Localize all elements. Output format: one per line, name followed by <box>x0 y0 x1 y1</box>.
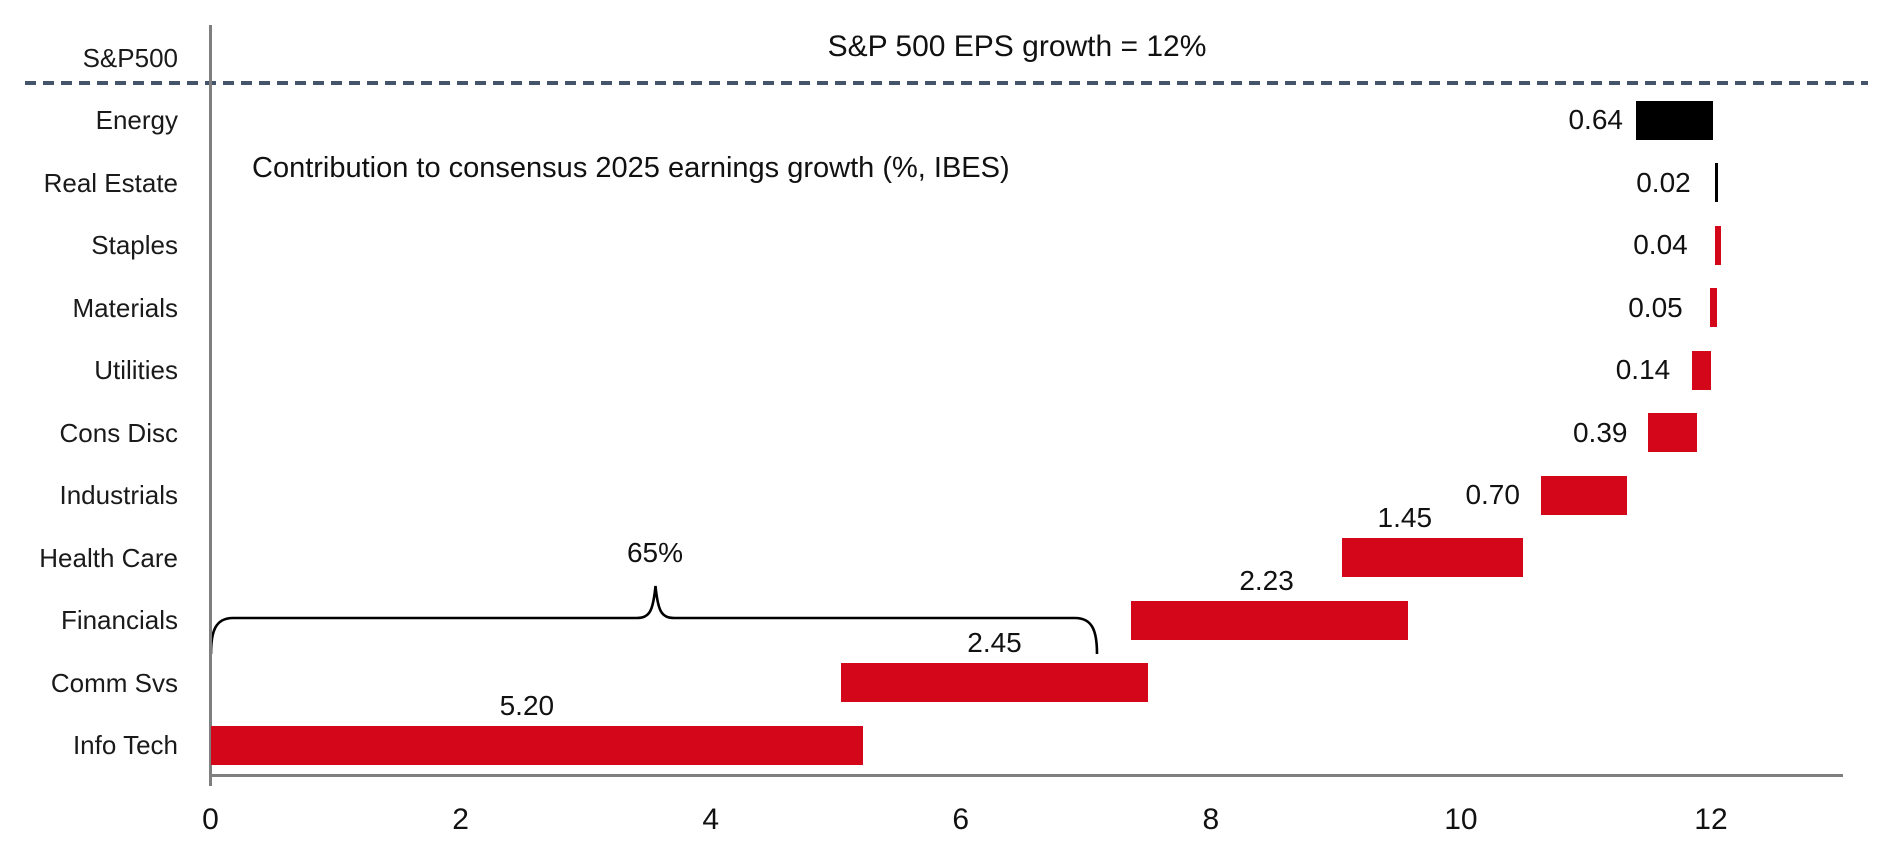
row-label-comm-svs: Comm Svs <box>50 667 178 698</box>
bar-comm-svs <box>840 663 1149 702</box>
x-tick-0: 0 <box>202 803 219 836</box>
row-label-cons-disc: Cons Disc <box>59 417 178 448</box>
row-label-info-tech: Info Tech <box>72 730 178 760</box>
x-tick-4: 4 <box>702 803 719 836</box>
value-label-energy: 0.64 <box>1568 104 1623 135</box>
bar-energy <box>1635 100 1714 140</box>
bar-cons-disc <box>1648 413 1698 452</box>
row-label-energy: Energy <box>95 105 178 135</box>
value-label-cons-disc: 0.39 <box>1572 416 1628 448</box>
bar-utilities <box>1692 350 1711 390</box>
y-axis-line <box>209 25 212 786</box>
value-label-utilities: 0.14 <box>1615 354 1671 385</box>
x-tick-2: 2 <box>452 803 469 836</box>
x-tick-6: 6 <box>952 803 970 836</box>
bracket-label: 65% <box>626 537 684 568</box>
value-label-info-tech: 5.20 <box>499 689 555 721</box>
row-label-financials: Financials <box>60 605 178 635</box>
value-label-health-care: 1.45 <box>1377 502 1433 533</box>
bar-real-estate <box>1714 163 1719 202</box>
bar-materials <box>1709 288 1718 327</box>
bar-financials <box>1130 600 1409 640</box>
x-tick-12: 12 <box>1694 803 1728 836</box>
value-label-financials: 2.23 <box>1239 564 1294 596</box>
row-label-staples: Staples <box>91 230 178 260</box>
bar-staples <box>1714 225 1721 265</box>
x-tick-8: 8 <box>1202 803 1220 836</box>
eps-growth-reference-line <box>25 81 1868 85</box>
row-label-health-care: Health Care <box>39 542 178 573</box>
x-tick-10: 10 <box>1444 803 1478 836</box>
row-label-real-estate: Real Estate <box>43 167 178 198</box>
bracket-brace <box>209 585 1099 655</box>
bar-industrials <box>1540 475 1628 515</box>
row-label-industrials: Industrials <box>59 480 179 510</box>
bar-info-tech <box>210 725 864 765</box>
reference-line-label: S&P 500 EPS growth = 12% <box>827 30 1207 63</box>
value-label-real-estate: 0.02 <box>1636 166 1691 198</box>
row-label-materials: Materials <box>72 292 178 323</box>
x-axis-line <box>209 774 1843 777</box>
chart-title: Contribution to consensus 2025 earnings … <box>252 152 1010 184</box>
value-label-staples: 0.04 <box>1633 229 1688 260</box>
row-label-utilities: Utilities <box>94 355 178 385</box>
value-label-materials: 0.05 <box>1628 291 1683 323</box>
value-label-comm-svs: 2.45 <box>967 627 1022 658</box>
value-label-industrials: 0.70 <box>1465 479 1520 510</box>
bar-health-care <box>1342 538 1524 577</box>
row-label-s-p500: S&P500 <box>82 42 178 73</box>
